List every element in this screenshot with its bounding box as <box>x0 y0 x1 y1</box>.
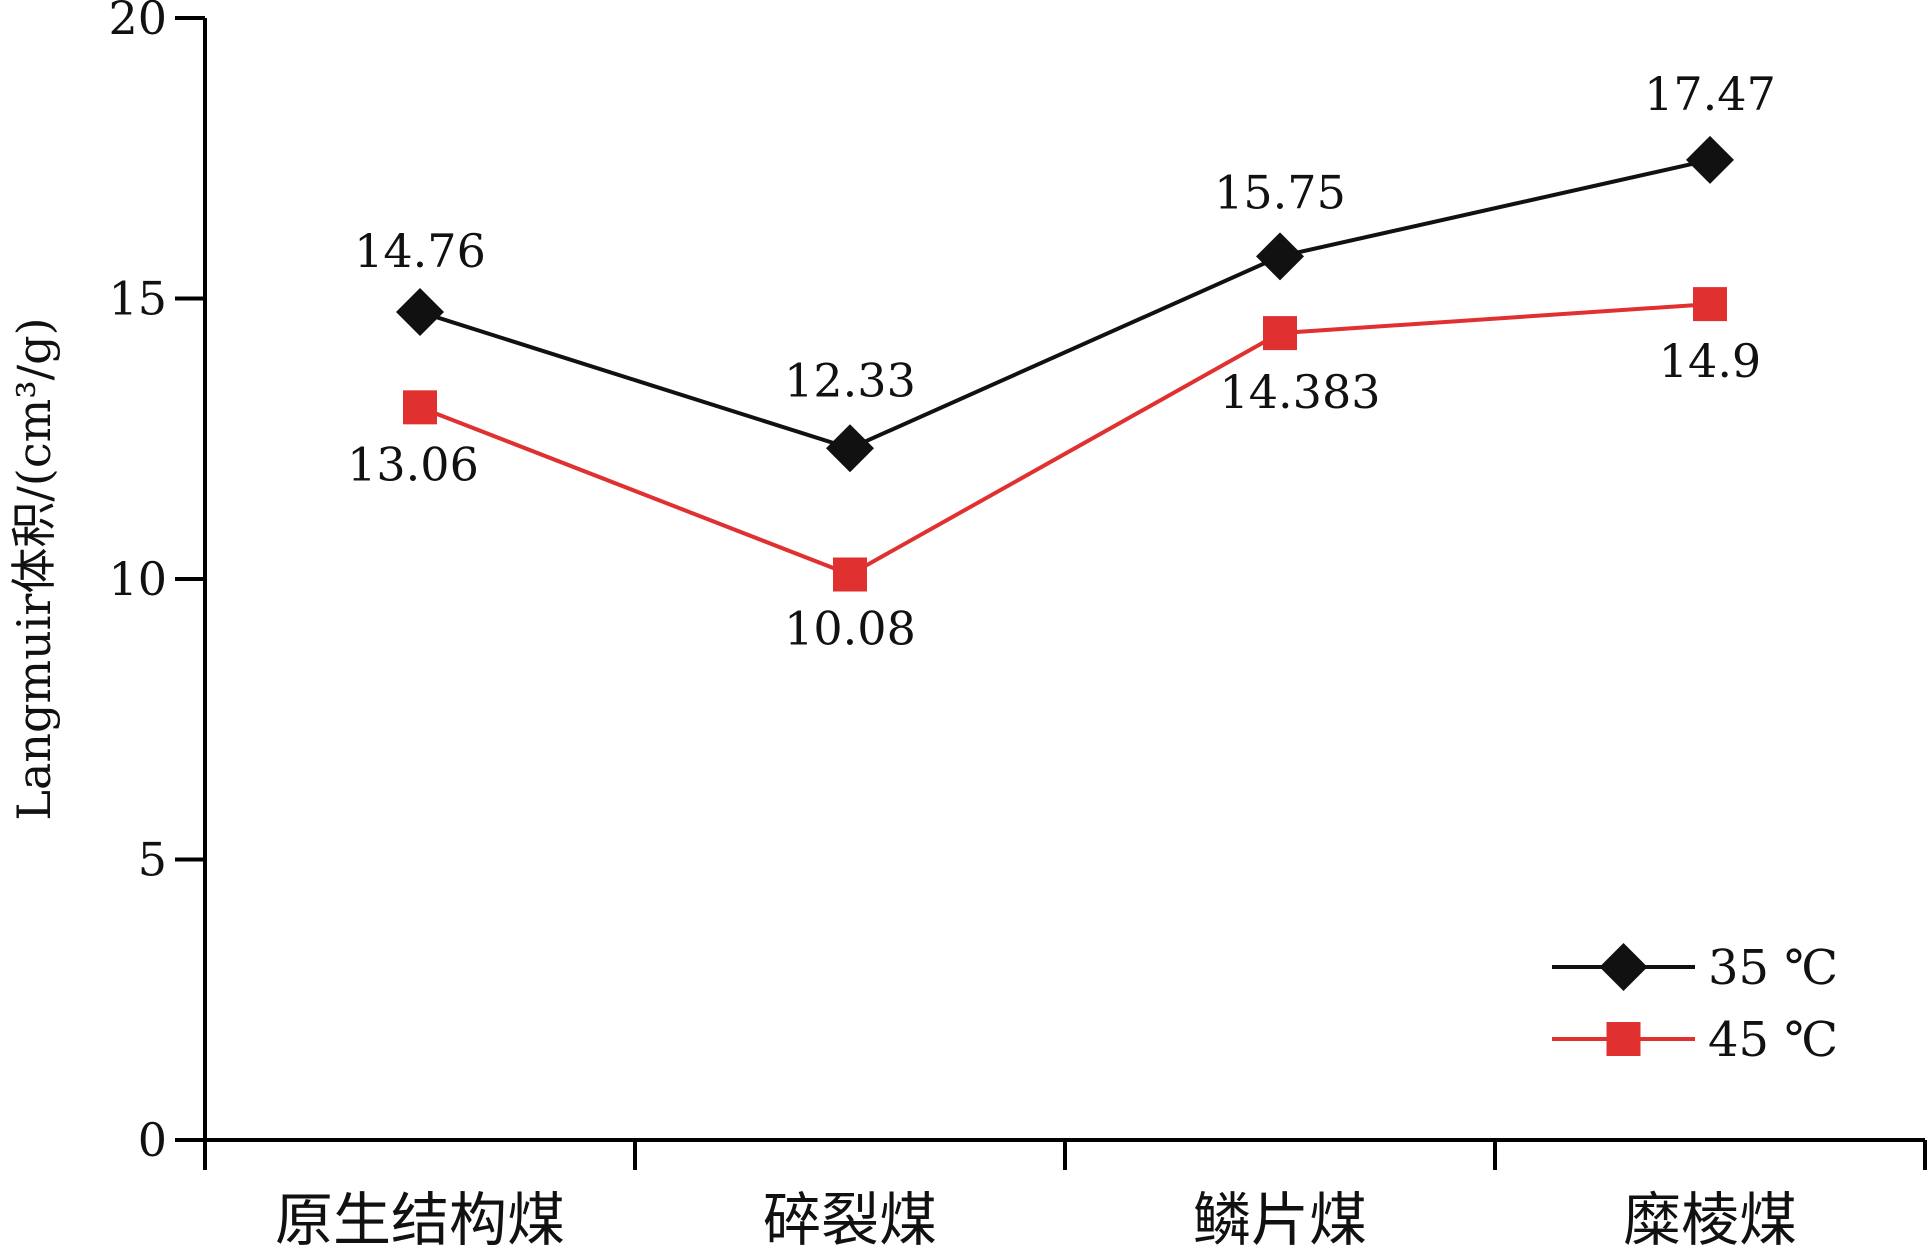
axes: 0 5 10 15 20 原生结构煤 碎裂煤 鳞片煤 糜棱煤 Langmuir体积/(cm³/g) <box>7 0 1927 1253</box>
legend-label: 45 ℃ <box>1708 1012 1838 1068</box>
data-label: 15.75 <box>1214 165 1346 219</box>
y-axis-label: Langmuir体积/(cm³/g) <box>7 317 61 820</box>
data-point <box>1686 135 1734 184</box>
x-tick-label: 碎裂煤 <box>763 1186 937 1249</box>
data-point <box>826 424 874 473</box>
data-point <box>1693 287 1727 322</box>
x-tick-label: 原生结构煤 <box>275 1186 565 1249</box>
data-point <box>403 390 437 425</box>
data-label: 13.06 <box>347 437 479 491</box>
legend-item: 45 ℃ <box>1552 1012 1838 1068</box>
x-tick-label: 糜棱煤 <box>1623 1186 1797 1249</box>
series-1: 14.76 12.33 15.75 17.47 <box>354 67 1776 473</box>
data-label: 12.33 <box>784 353 916 407</box>
data-label: 17.47 <box>1644 67 1776 121</box>
data-point <box>1263 316 1297 351</box>
y-tick-label: 5 <box>138 833 167 887</box>
legend: 35 ℃ 45 ℃ <box>1552 940 1838 1068</box>
legend-item: 35 ℃ <box>1552 940 1838 996</box>
x-tick-label: 鳞片煤 <box>1193 1186 1367 1249</box>
data-label: 10.08 <box>784 602 916 656</box>
data-point <box>833 557 867 592</box>
legend-label: 35 ℃ <box>1708 940 1838 996</box>
data-point <box>1256 232 1304 281</box>
series-line <box>419 157 1711 451</box>
y-tick-label: 10 <box>108 552 167 606</box>
data-label: 14.76 <box>354 224 486 278</box>
y-tick-label: 15 <box>108 272 167 326</box>
y-tick-label: 20 <box>108 0 167 45</box>
legend-marker <box>1599 943 1648 991</box>
series-line <box>419 302 1711 577</box>
y-tick-label: 0 <box>138 1113 167 1167</box>
data-point <box>396 287 444 336</box>
series-group: 14.76 12.33 15.75 17.47 13.06 10.08 14.383 14.9 <box>347 67 1776 656</box>
data-label: 14.383 <box>1220 365 1381 419</box>
legend-marker <box>1606 1022 1641 1056</box>
data-label: 14.9 <box>1659 334 1761 388</box>
series-2: 13.06 10.08 14.383 14.9 <box>347 287 1761 656</box>
